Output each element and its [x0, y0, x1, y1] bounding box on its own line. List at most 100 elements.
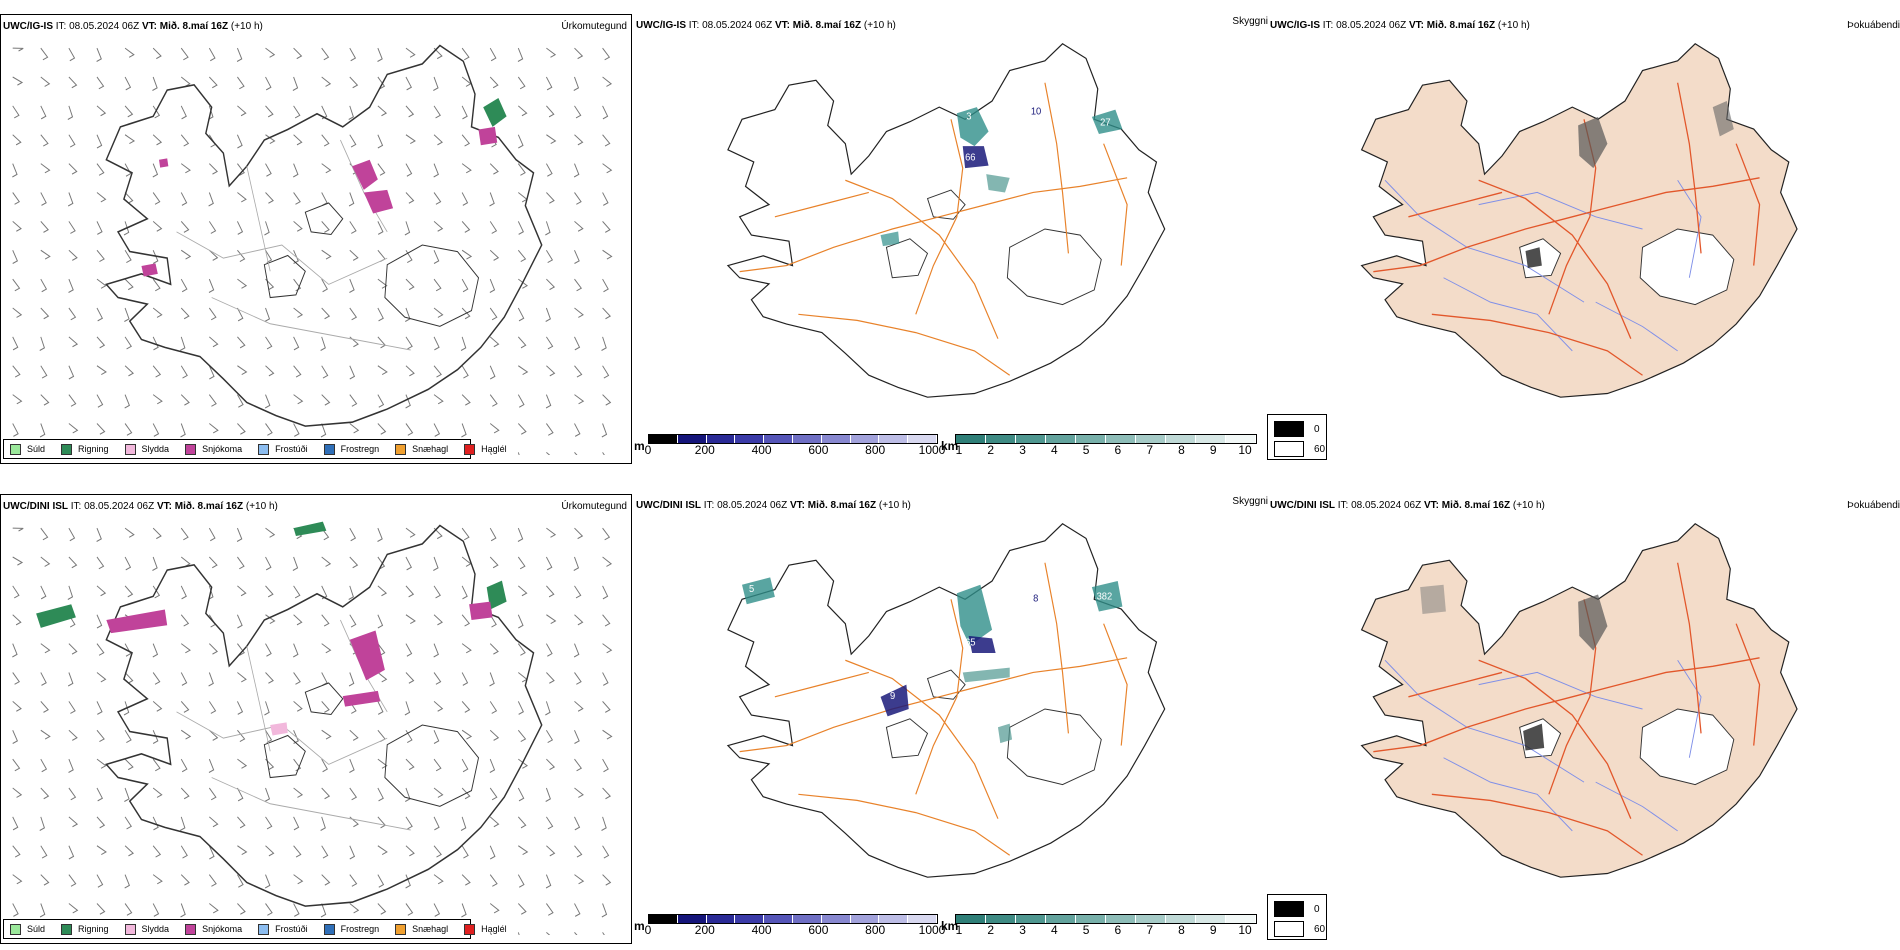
wind-barb [517, 932, 520, 935]
legend-label: Haglél [481, 924, 507, 934]
wind-barb [602, 643, 613, 654]
wind-barb [377, 134, 384, 149]
wind-barb [209, 336, 219, 348]
wind-barb [574, 336, 581, 351]
colorbar-cell [1046, 435, 1076, 443]
wind-barb [12, 758, 21, 772]
wind-barb [321, 787, 331, 800]
wind-barb [461, 134, 471, 147]
wind-barb [237, 307, 244, 322]
wind-barb [152, 556, 158, 571]
wind-barb [349, 527, 357, 542]
wind-barb [265, 365, 275, 377]
wind-barb [180, 758, 188, 773]
wind-barb [293, 758, 302, 772]
wind-barb [265, 758, 275, 771]
wind-barb [40, 47, 49, 61]
wind-barb [461, 394, 471, 406]
wind-barb [461, 278, 469, 293]
wind-barb [602, 47, 611, 61]
wind-barb [489, 701, 498, 714]
wind-barb [152, 220, 163, 232]
wind-barb [320, 336, 326, 351]
wind-barb [68, 307, 77, 321]
cloud-label: 66 [965, 153, 975, 164]
wind-barb [349, 874, 358, 887]
wind-barb [124, 278, 134, 291]
wind-barb [461, 249, 473, 260]
fog-swatch [1274, 421, 1304, 437]
wind-barb [321, 614, 330, 627]
wind-barb [12, 47, 24, 52]
wind-barb [349, 221, 357, 234]
wind-barb [461, 614, 471, 627]
wind-barb [68, 845, 75, 860]
wind-barb [433, 758, 442, 772]
wind-barb [545, 701, 551, 716]
wind-barb [602, 874, 612, 886]
wind-barb [321, 701, 330, 713]
legend-item: Snjókoma [185, 923, 242, 935]
wind-barb [40, 105, 47, 120]
model-name: UWC/DINI ISL [3, 501, 68, 512]
legend-label: Snæhagl [412, 444, 449, 454]
wind-barb [96, 47, 102, 62]
colorbar-cell [986, 435, 1016, 443]
wind-barb [602, 76, 613, 87]
panel-title: UWC/IG-IS IT: 08.05.2024 06Z VT: Mið. 8.… [636, 20, 896, 31]
colorbar-tick: 5 [1082, 443, 1090, 457]
wind-barb [68, 278, 74, 293]
precip-legend: Súld Rigning Slydda Snjókoma Frostúði Frostre… [3, 919, 507, 939]
wind-barb [152, 585, 161, 599]
cloud-visibility-panel-top: UWC/IG-IS IT: 08.05.2024 06Z VT: Mið. 8.… [634, 14, 1268, 464]
colorbar-tick: 6 [1114, 443, 1122, 457]
wind-barb [518, 365, 529, 376]
panel-title: UWC/DINI ISL IT: 08.05.2024 06Z VT: Mið.… [1270, 500, 1545, 511]
wind-barb [321, 76, 332, 87]
wind-barb [96, 758, 107, 769]
wind-barb [602, 758, 609, 773]
wind-barb [96, 585, 107, 597]
colorbar-tick: 600 [808, 923, 829, 937]
wind-barb [404, 221, 411, 236]
colorbar-cell [1106, 435, 1136, 443]
wind-barb [320, 816, 326, 831]
wind-barb [40, 729, 51, 740]
wind-barb [602, 105, 609, 120]
colorbar-tick: 10 [1238, 443, 1252, 457]
wind-barb [574, 903, 581, 917]
wind-barb [349, 845, 356, 860]
colorbar-cell [908, 915, 937, 923]
wind-barb [546, 336, 554, 350]
wind-barb [68, 903, 79, 914]
wind-barb [433, 365, 442, 378]
wind-barb [180, 614, 190, 627]
wind-barb [377, 307, 384, 322]
panel-title: UWC/IG-IS IT: 08.05.2024 06Z VT: Mið. 8.… [3, 21, 263, 32]
colorbar-cell [1016, 915, 1046, 923]
wind-barb [180, 701, 190, 713]
wind-barb [124, 874, 131, 889]
wind-barb [124, 643, 132, 657]
wind-barb [489, 76, 499, 89]
wind-barb [517, 307, 525, 322]
wind-barb [573, 556, 580, 571]
wind-barb [546, 729, 554, 744]
wind-barb [405, 336, 413, 350]
colorbar-cell [879, 915, 909, 923]
wind-barb [601, 336, 607, 351]
wind-barb [40, 585, 47, 600]
wind-barb [12, 307, 23, 318]
wind-barb [152, 365, 162, 378]
wind-barb [545, 76, 553, 91]
wind-barb [208, 365, 215, 380]
wind-barb [433, 845, 442, 858]
wind-barb [433, 527, 443, 540]
wind-barb [264, 394, 271, 409]
panel-name: Úrkomutegund [561, 501, 627, 512]
wind-barb [265, 163, 272, 177]
wind-barb [124, 816, 132, 830]
colorbar-tick: 5 [1082, 923, 1090, 937]
legend-swatch [124, 443, 136, 455]
wind-barb [265, 643, 272, 657]
